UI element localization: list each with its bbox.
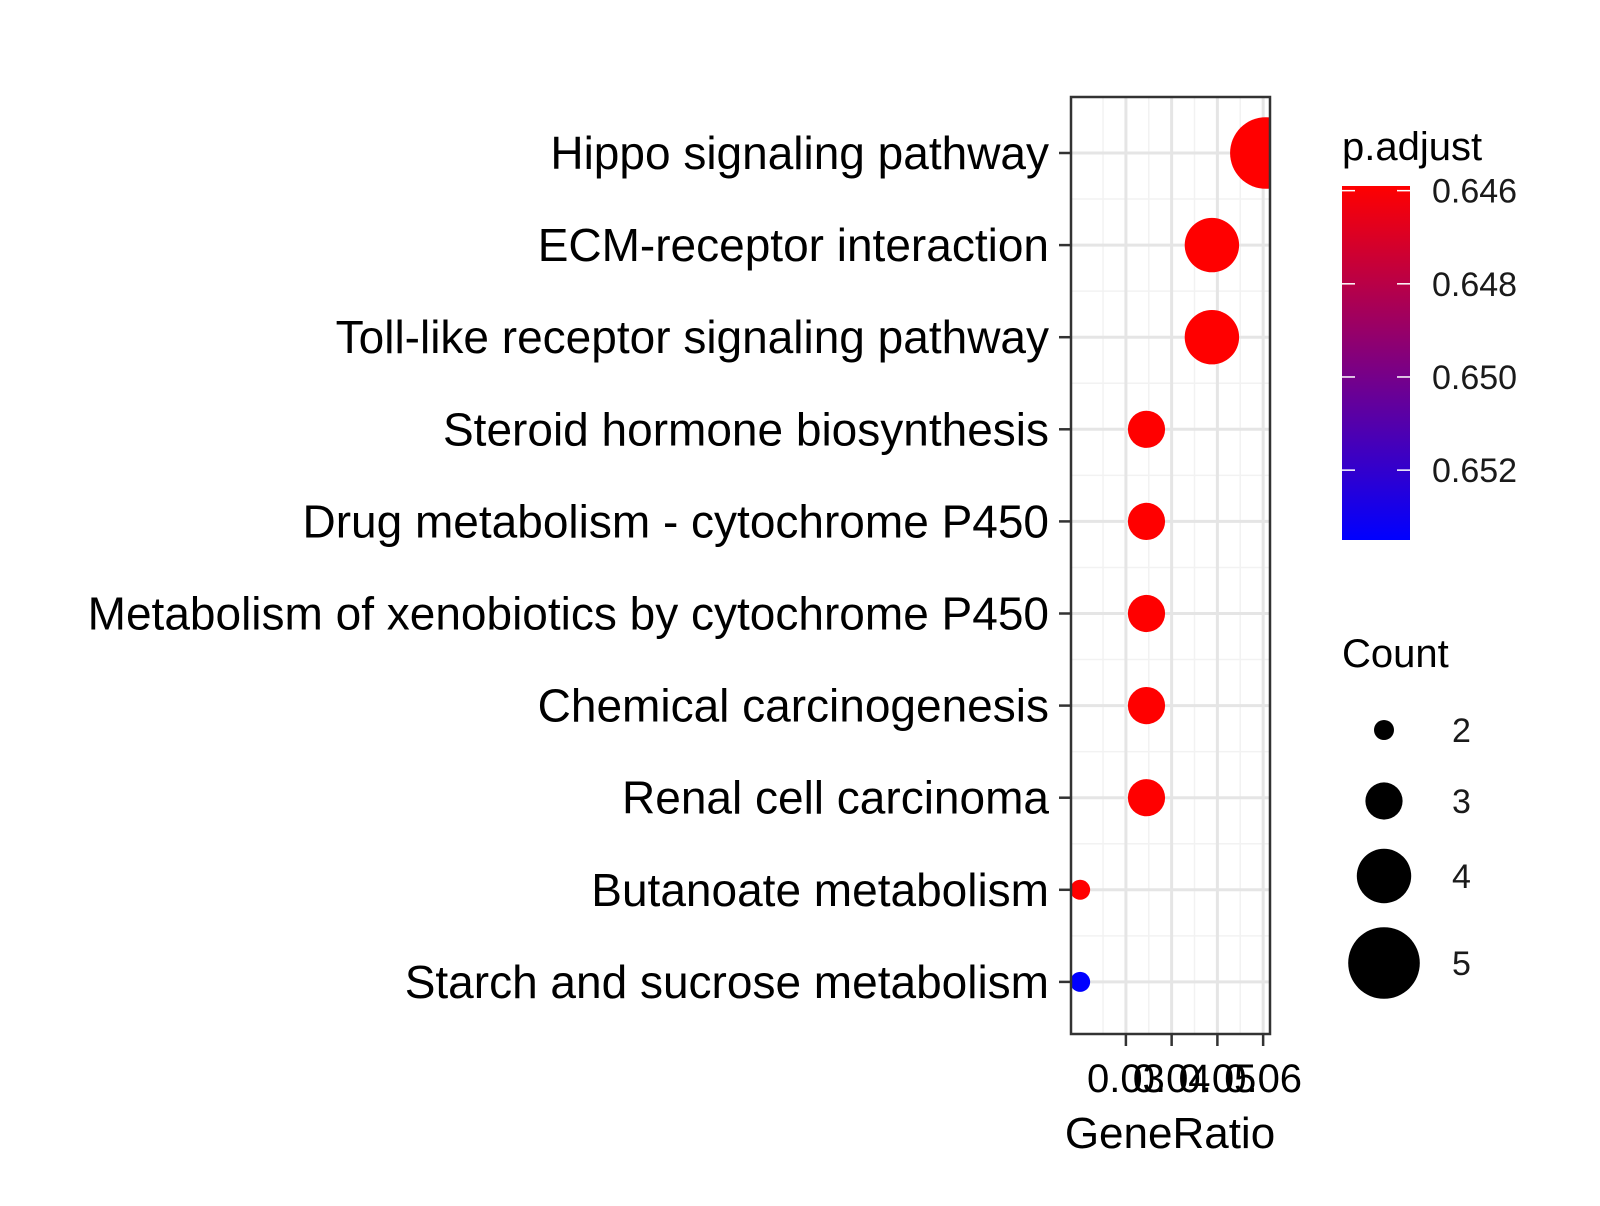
x-axis: 0.030.040.050.06 bbox=[1087, 1034, 1302, 1101]
y-tick-label: ECM-receptor interaction bbox=[538, 219, 1049, 271]
size-legend-label: 5 bbox=[1452, 945, 1471, 983]
data-point bbox=[1071, 879, 1091, 900]
data-points bbox=[1071, 117, 1270, 992]
size-legend-label: 4 bbox=[1452, 858, 1471, 896]
data-point bbox=[1184, 217, 1240, 273]
color-legend-bar bbox=[1342, 186, 1410, 540]
y-tick-label: Metabolism of xenobiotics by cytochrome … bbox=[88, 588, 1049, 640]
y-tick-label: Toll-like receptor signaling pathway bbox=[336, 311, 1049, 363]
y-tick-label: Steroid hormone biosynthesis bbox=[443, 403, 1049, 455]
color-legend-label: 0.646 bbox=[1432, 173, 1517, 211]
size-legend-key bbox=[1356, 848, 1412, 904]
size-legend: Count 2 3 4 5 bbox=[1342, 632, 1471, 999]
x-tick-label: 0.05 bbox=[1178, 1057, 1256, 1101]
color-legend-title: p.adjust bbox=[1342, 125, 1482, 169]
y-tick-label: Starch and sucrose metabolism bbox=[405, 956, 1049, 1008]
size-legend-key bbox=[1348, 927, 1420, 999]
y-tick-label: Chemical carcinogenesis bbox=[538, 680, 1049, 732]
y-tick-label: Hippo signaling pathway bbox=[550, 127, 1049, 179]
data-point bbox=[1127, 594, 1166, 633]
x-tick-label: 0.06 bbox=[1224, 1057, 1302, 1101]
color-legend-label: 0.648 bbox=[1432, 266, 1517, 304]
plot-panel bbox=[1069, 95, 1272, 1036]
size-legend-key bbox=[1374, 720, 1394, 740]
data-point bbox=[1127, 779, 1166, 817]
data-point bbox=[1127, 410, 1166, 448]
data-point bbox=[1127, 502, 1166, 540]
color-legend: p.adjust 0.646 0.648 0.650 0.652 bbox=[1342, 125, 1517, 540]
data-point bbox=[1127, 687, 1166, 725]
size-legend-title: Count bbox=[1342, 632, 1449, 676]
data-point bbox=[1071, 971, 1091, 992]
y-tick-label: Renal cell carcinoma bbox=[622, 772, 1049, 824]
y-tick-label: Butanoate metabolism bbox=[591, 864, 1049, 916]
x-axis-title: GeneRatio bbox=[1065, 1109, 1275, 1158]
x-tick-label: 0.04 bbox=[1133, 1057, 1211, 1101]
x-tick-label: 0.03 bbox=[1087, 1057, 1165, 1101]
data-point bbox=[1230, 117, 1270, 189]
size-legend-label: 3 bbox=[1452, 783, 1471, 821]
color-legend-label: 0.650 bbox=[1432, 359, 1517, 397]
data-point bbox=[1184, 310, 1240, 365]
y-axis-labels: Hippo signaling pathway ECM-receptor inte… bbox=[88, 127, 1071, 1008]
size-legend-label: 2 bbox=[1452, 712, 1471, 750]
size-legend-key bbox=[1365, 782, 1403, 820]
color-legend-label: 0.652 bbox=[1432, 452, 1517, 490]
y-tick-label: Drug metabolism - cytochrome P450 bbox=[302, 495, 1049, 547]
